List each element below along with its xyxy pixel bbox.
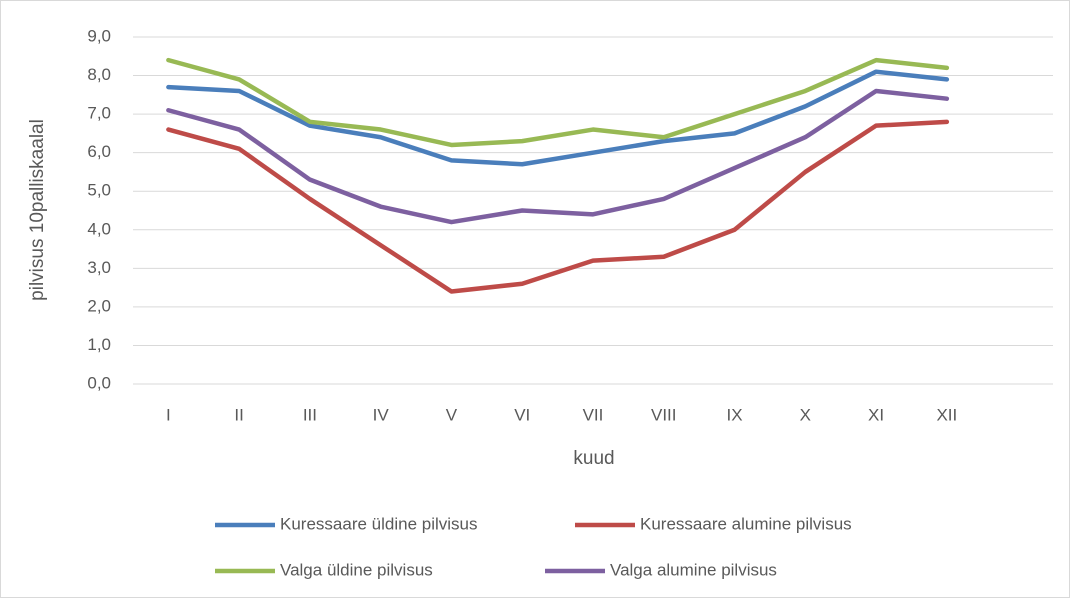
y-tick-label: 6,0 bbox=[87, 142, 111, 161]
x-tick-label: IV bbox=[373, 405, 390, 424]
x-tick-label: II bbox=[234, 405, 243, 424]
y-tick-label: 3,0 bbox=[87, 258, 111, 277]
y-tick-label: 9,0 bbox=[87, 26, 111, 45]
x-axis-title: kuud bbox=[573, 448, 614, 469]
x-tick-label: IX bbox=[727, 405, 743, 424]
legend-label: Kuressaare alumine pilvisus bbox=[640, 514, 852, 533]
x-tick-label: I bbox=[166, 405, 171, 424]
series-line bbox=[166, 119, 950, 294]
x-tick-label: V bbox=[446, 405, 458, 424]
y-tick-label: 5,0 bbox=[87, 181, 111, 200]
x-tick-label: X bbox=[800, 405, 811, 424]
y-tick-label: 7,0 bbox=[87, 104, 111, 123]
legend-label: Valga üldine pilvisus bbox=[280, 560, 433, 579]
legend-label: Valga alumine pilvisus bbox=[610, 560, 777, 579]
legend-label: Kuressaare üldine pilvisus bbox=[280, 514, 478, 533]
y-tick-label: 2,0 bbox=[87, 296, 111, 315]
x-tick-label: XI bbox=[868, 405, 884, 424]
y-tick-label: 4,0 bbox=[87, 219, 111, 238]
x-tick-label: VII bbox=[583, 405, 604, 424]
series-line bbox=[166, 57, 950, 148]
y-tick-label: 8,0 bbox=[87, 65, 111, 84]
x-tick-label: III bbox=[303, 405, 317, 424]
x-tick-label: VIII bbox=[651, 405, 677, 424]
series-line bbox=[166, 88, 950, 225]
y-tick-label: 1,0 bbox=[87, 335, 111, 354]
x-tick-label: XII bbox=[936, 405, 957, 424]
x-tick-label: VI bbox=[514, 405, 530, 424]
y-tick-label: 0,0 bbox=[87, 373, 111, 392]
series-line bbox=[166, 69, 950, 167]
y-axis-title: pilvisus 10palliskaalal bbox=[27, 119, 48, 301]
